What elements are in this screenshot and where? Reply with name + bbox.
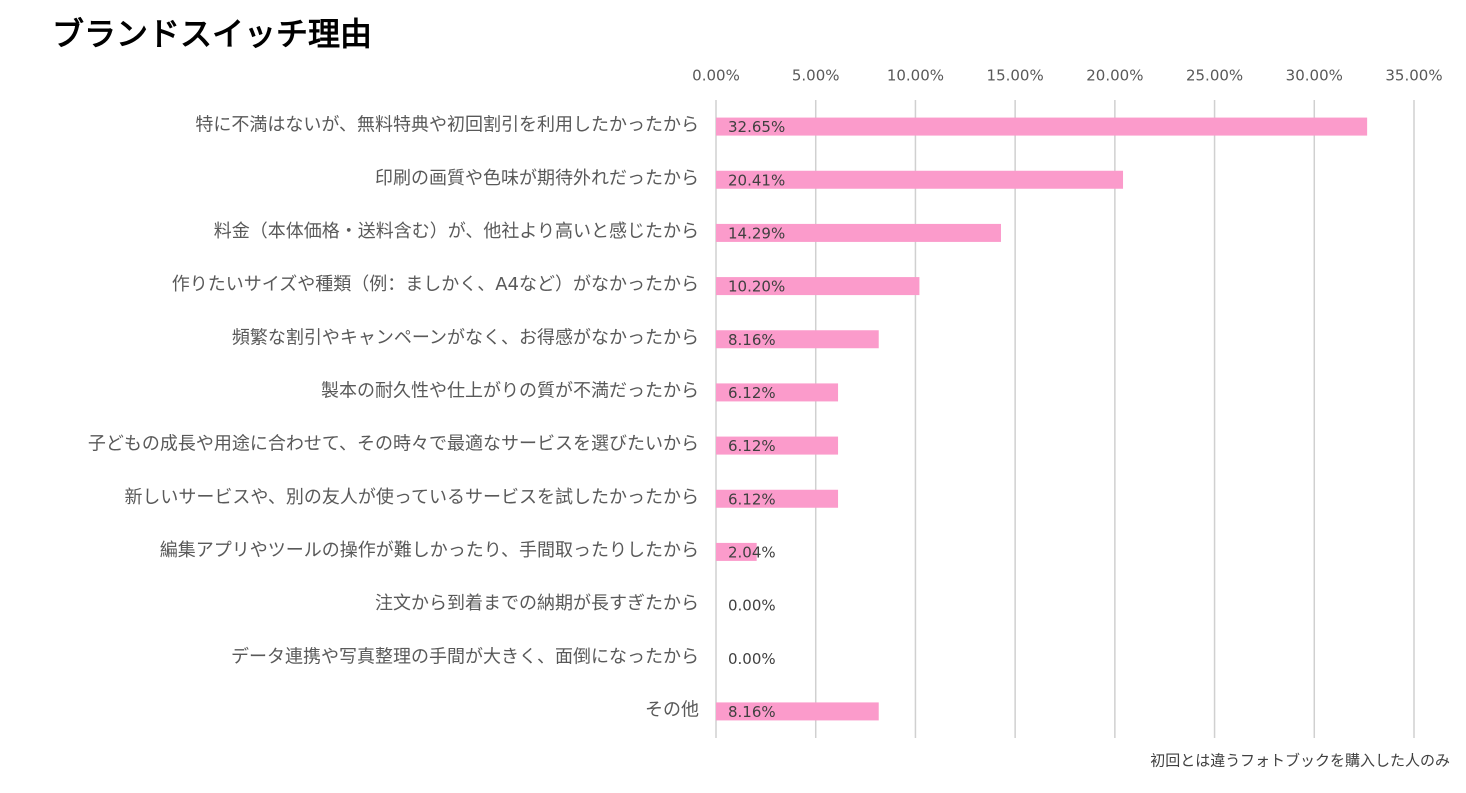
- y-tick-label: 製本の耐久性や仕上がりの質が不満だったから: [321, 380, 699, 401]
- x-tick-label: 35.00%: [1385, 67, 1442, 85]
- bar: [716, 330, 879, 349]
- bar: [716, 170, 1124, 189]
- value-label: 6.12%: [728, 490, 776, 508]
- bar: [716, 223, 1001, 242]
- value-label: 6.12%: [728, 437, 776, 455]
- y-tick-label: 頻繁な割引やキャンペーンがなく、お得感がなかったから: [232, 327, 699, 348]
- value-label: 20.41%: [728, 171, 785, 189]
- value-label: 14.29%: [728, 224, 785, 242]
- value-label: 0.00%: [728, 597, 776, 615]
- y-tick-label: 注文から到着までの納期が長すぎたから: [375, 593, 699, 614]
- value-label: 2.04%: [728, 543, 776, 561]
- y-tick-label: 印刷の画質や色味が期待外れだったから: [375, 168, 699, 189]
- value-label: 10.20%: [728, 278, 785, 296]
- bar: [716, 117, 1368, 136]
- y-tick-label: データ連携や写真整理の手間が大きく、面倒になったから: [231, 646, 699, 667]
- value-label: 8.16%: [728, 703, 776, 721]
- x-tick-label: 30.00%: [1286, 67, 1343, 85]
- bar: [716, 383, 839, 402]
- chart-note: 初回とは違うフォトブックを購入した人のみ: [1150, 752, 1450, 770]
- value-label: 8.16%: [728, 331, 776, 349]
- x-tick-label: 10.00%: [887, 67, 944, 85]
- y-tick-label: 特に不満はないが、無料特典や初回割引を利用したかったから: [195, 115, 699, 136]
- x-tick-label: 5.00%: [792, 67, 840, 85]
- bar: [716, 489, 839, 508]
- value-label: 6.12%: [728, 384, 776, 402]
- y-tick-label: 作りたいサイズや種類（例：ましかく、A4など）がなかったから: [172, 274, 699, 295]
- y-tick-label: 新しいサービスや、別の友人が使っているサービスを試したかったから: [124, 487, 699, 508]
- x-tick-label: 0.00%: [692, 67, 740, 85]
- y-tick-label: 料金（本体価格・送料含む）が、他社より高いと感じたから: [214, 221, 699, 242]
- y-tick-label: 子どもの成長や用途に合わせて、その時々で最適なサービスを選びたいから: [88, 434, 699, 455]
- bar: [716, 542, 757, 561]
- bar: [716, 277, 920, 296]
- bar: [716, 702, 879, 721]
- x-tick-label: 20.00%: [1086, 67, 1143, 85]
- x-tick-label: 25.00%: [1186, 67, 1243, 85]
- value-label: 0.00%: [728, 650, 776, 668]
- y-tick-label: 編集アプリやツールの操作が難しかったり、手間取ったりしたから: [160, 540, 699, 561]
- bar: [716, 436, 839, 455]
- y-tick-label: その他: [645, 699, 699, 720]
- chart-title: ブランドスイッチ理由: [52, 15, 372, 53]
- value-label: 32.65%: [728, 118, 785, 136]
- x-tick-label: 15.00%: [987, 67, 1044, 85]
